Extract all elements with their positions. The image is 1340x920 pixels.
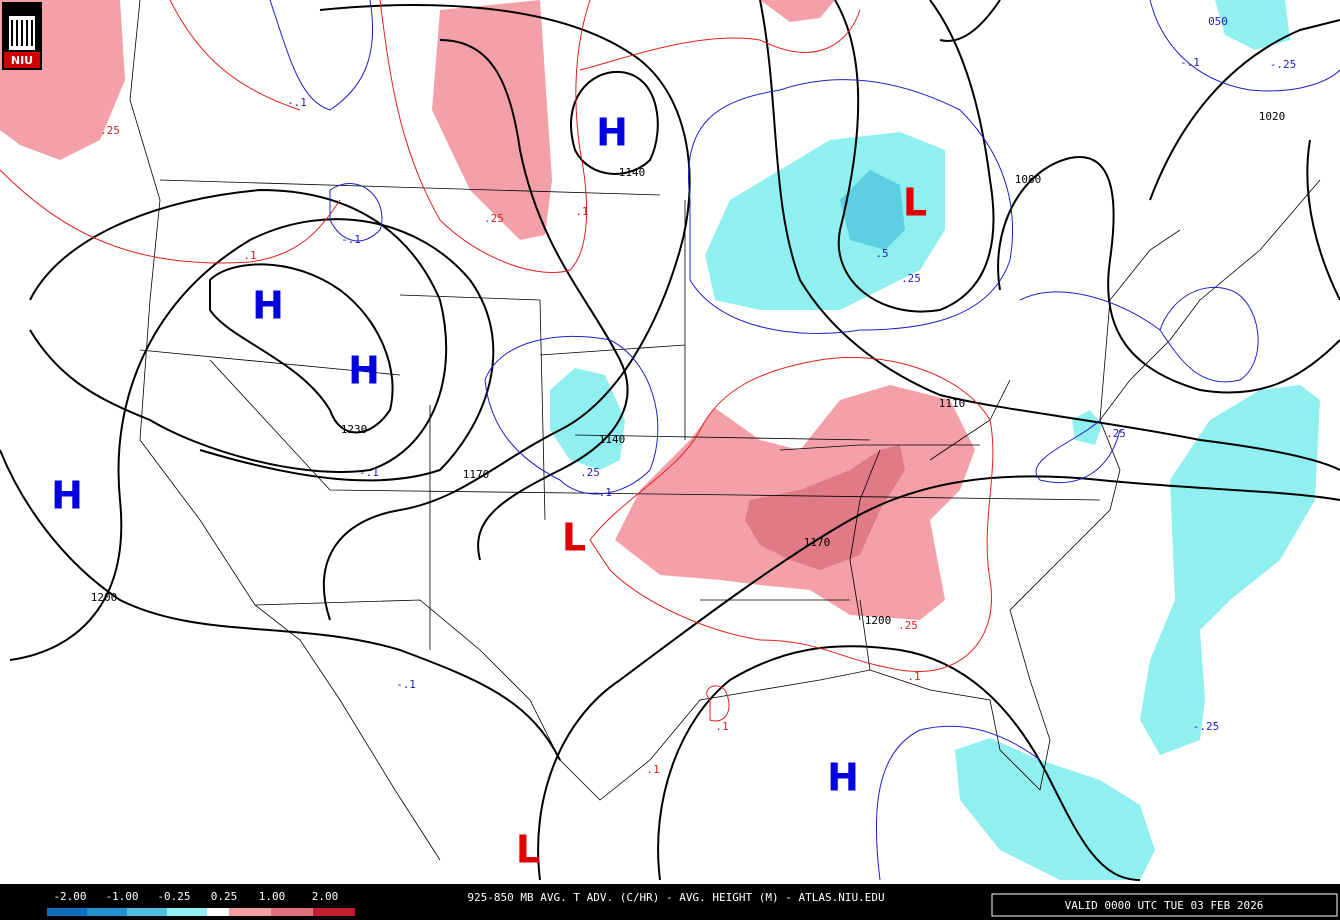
advection-label: -.1 [359, 466, 379, 479]
height-label: 1200 [91, 591, 118, 604]
advection-label: .1 [575, 205, 588, 218]
advection-label: -.1 [396, 678, 416, 691]
map-title: 925-850 MB AVG. T ADV. (C/HR) - AVG. HEI… [467, 891, 884, 904]
height-label: 1230 [341, 423, 368, 436]
height-label: 050 [1208, 15, 1228, 28]
height-label: 1140 [599, 433, 626, 446]
advection-label: .1 [907, 670, 920, 683]
low-center: L [562, 516, 586, 560]
advection-label: -.1 [592, 486, 612, 499]
advection-label: -.1 [341, 233, 361, 246]
legend-label: -2.00 [53, 890, 86, 903]
legend-label: 2.00 [312, 890, 339, 903]
advection-label: -.1 [287, 96, 307, 109]
legend-label: 1.00 [259, 890, 286, 903]
height-label: 1170 [463, 468, 490, 481]
height-label: 1110 [939, 397, 966, 410]
height-label: 1080 [1015, 173, 1042, 186]
low-center: L [903, 181, 927, 225]
valid-box [991, 893, 1338, 917]
advection-label: .25 [100, 124, 120, 137]
height-label: 1020 [1259, 110, 1286, 123]
advection-label: .1 [646, 763, 659, 776]
pressure-centers: H L H H H L H L [51, 111, 927, 872]
advection-contours [0, 0, 994, 722]
advection-label: .1 [243, 249, 256, 262]
logo: NIU [2, 2, 42, 70]
warm-labels: .25 .25 .1 .1 .25 .1 .1 .1 [100, 124, 921, 776]
map-background [0, 0, 1340, 884]
height-label: 1140 [619, 166, 646, 179]
cold-contours [269, 0, 1340, 881]
advection-label: .25 [898, 619, 918, 632]
cold-labels: -.1 -.1 -.1 .25 -.1 .5 .25 .25 -.1 -.25 … [287, 56, 1296, 733]
legend-label: -1.00 [105, 890, 138, 903]
high-center: H [348, 349, 380, 393]
high-center: H [51, 474, 83, 518]
height-label: 1170 [804, 536, 831, 549]
advection-label: .25 [484, 212, 504, 225]
high-center: H [252, 284, 284, 328]
low-center: L [516, 828, 540, 872]
height-contours [0, 0, 1340, 881]
high-center: H [827, 756, 859, 800]
valid-time: VALID 0000 UTC TUE 03 FEB 2026 [1065, 899, 1264, 912]
advection-label: .25 [901, 272, 921, 285]
advection-label: .5 [875, 247, 888, 260]
legend-label: 0.25 [211, 890, 238, 903]
geography [129, 0, 1321, 861]
legend-label: -0.25 [157, 890, 190, 903]
advection-label: .25 [580, 466, 600, 479]
advection-label: -.25 [1270, 58, 1297, 71]
high-center: H [596, 111, 628, 155]
height-labels: 1140 1080 1020 1230 1170 1140 1200 1110 … [91, 15, 1286, 627]
logo-text: NIU [11, 54, 33, 67]
advection-label: .25 [1106, 427, 1126, 440]
legend: -2.00 -1.00 -0.25 0.25 1.00 2.00 [47, 890, 355, 916]
advection-label: .1 [715, 720, 728, 733]
advection-label: -.1 [1180, 56, 1200, 69]
height-label: 1200 [865, 614, 892, 627]
advection-label: -.25 [1193, 720, 1220, 733]
